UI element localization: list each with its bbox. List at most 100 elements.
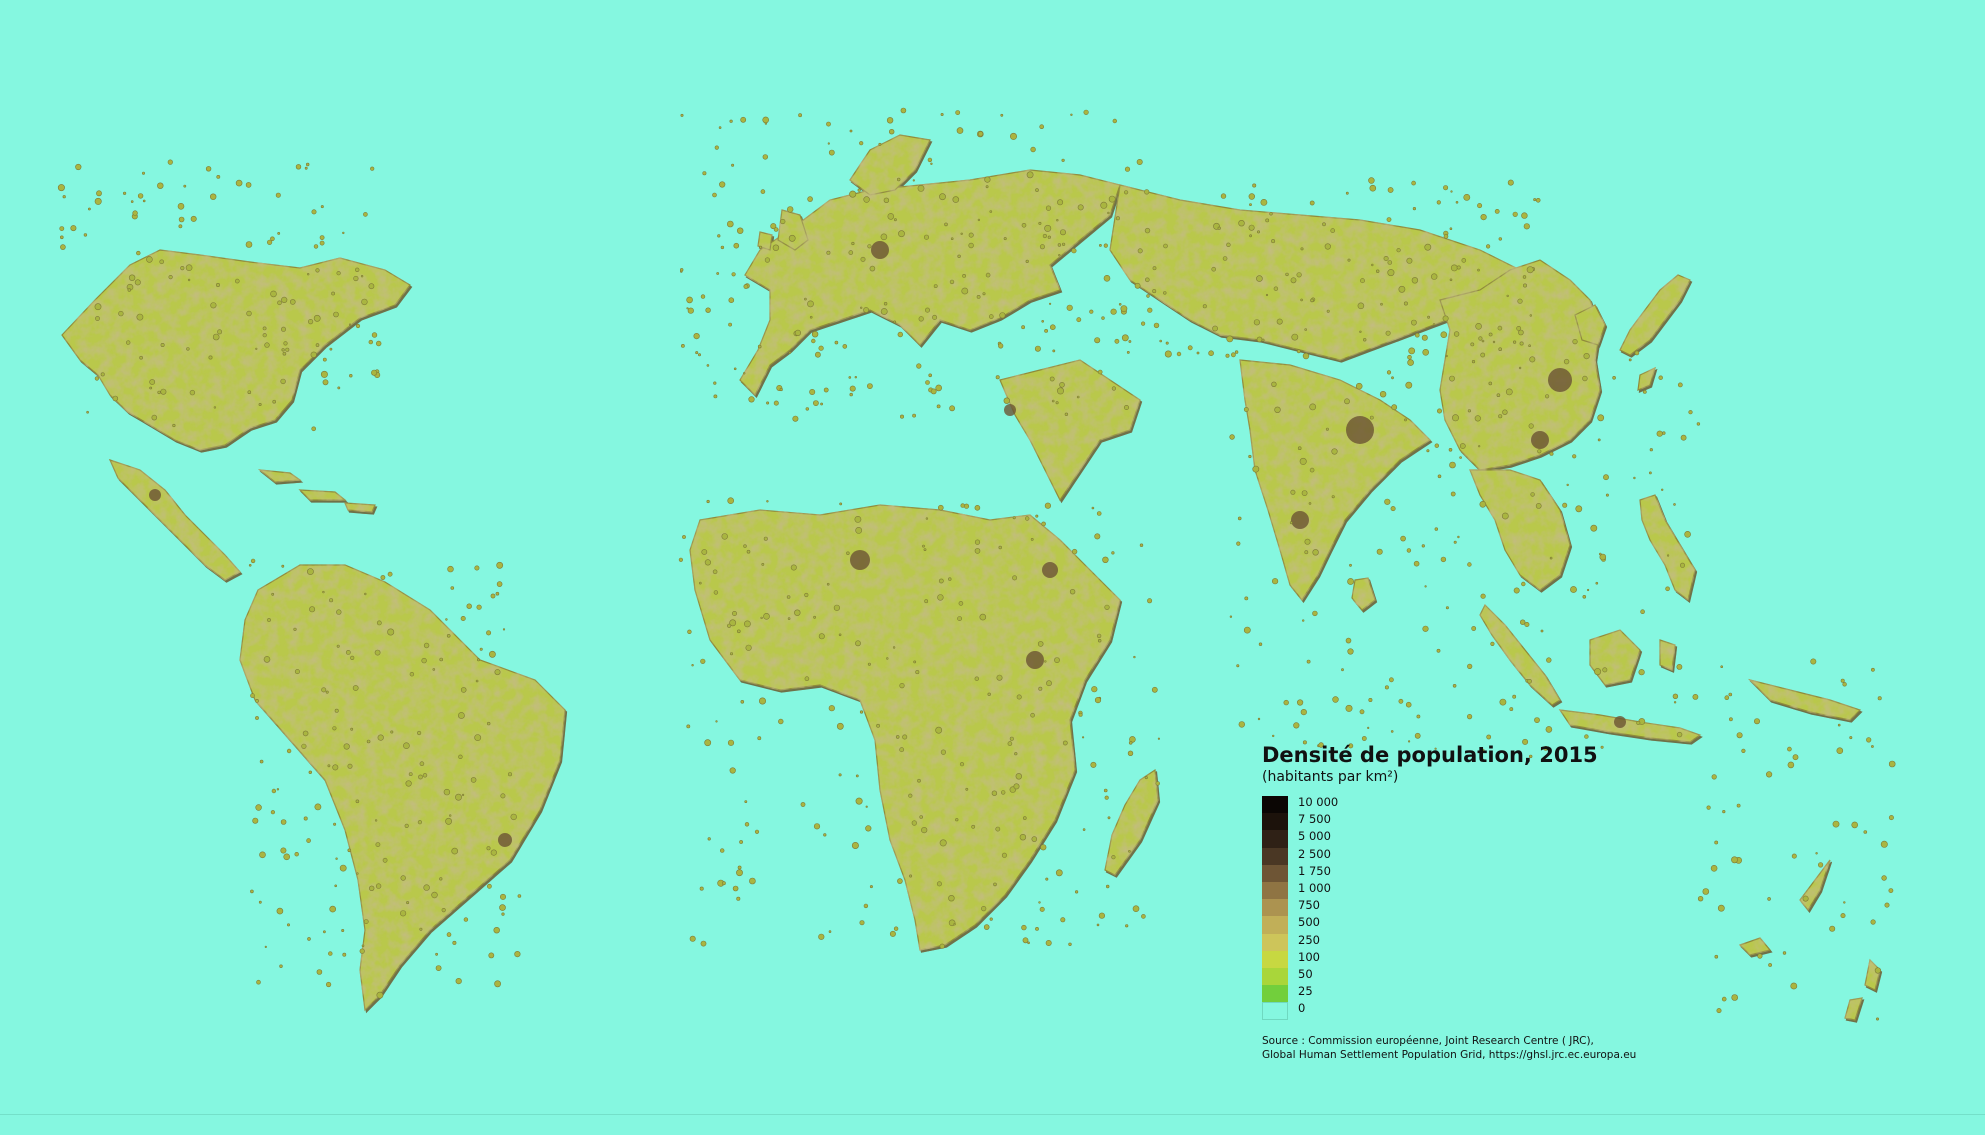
settlement-dot [1257, 230, 1261, 234]
legend-swatch [1262, 796, 1288, 814]
settlement-dot [1731, 856, 1738, 864]
settlement-dot [1290, 489, 1296, 495]
settlement-dot [286, 748, 292, 754]
settlement-dot [876, 723, 881, 728]
settlement-dot [1037, 641, 1044, 647]
settlement-dot [716, 272, 720, 275]
settlement-dot [1134, 282, 1141, 289]
settlement-dot [1050, 324, 1056, 331]
settlement-dot [1512, 211, 1518, 217]
settlement-dot [267, 239, 273, 245]
settlement-dot [1112, 118, 1118, 124]
settlement-dot [846, 551, 850, 555]
settlement-dot [743, 544, 747, 548]
settlement-dot [1467, 409, 1471, 413]
settlement-dot [336, 609, 342, 615]
settlement-dot [281, 348, 285, 352]
settlement-dot [136, 313, 144, 321]
settlement-dot [1052, 349, 1056, 353]
settlement-dot [678, 557, 684, 562]
settlement-dot [316, 969, 323, 975]
settlement-dot [342, 952, 347, 957]
settlement-dot [1387, 187, 1394, 193]
settlement-dot [423, 642, 430, 649]
settlement-dot [985, 185, 989, 189]
settlement-dot [813, 823, 821, 830]
settlement-dot [740, 116, 747, 123]
settlement-dot [939, 839, 947, 847]
settlement-dot [304, 166, 308, 170]
settlement-dot [924, 307, 930, 313]
settlement-dot [1349, 563, 1352, 567]
settlement-dot [246, 310, 252, 317]
settlement-dot [859, 141, 864, 146]
settlement-dot [880, 233, 888, 241]
settlement-dot [1300, 298, 1303, 302]
settlement-dot [1325, 427, 1329, 431]
settlement-dot [1044, 328, 1049, 333]
settlement-dot [1453, 331, 1460, 337]
settlement-dot [345, 650, 351, 655]
settlement-dot [499, 893, 506, 900]
settlement-dot [704, 739, 712, 747]
settlement-dot [1128, 740, 1133, 745]
settlement-dot [826, 582, 830, 586]
settlement-dot [936, 881, 942, 887]
settlement-dot [452, 940, 457, 945]
settlement-dot [1127, 750, 1134, 756]
settlement-dot [1837, 723, 1841, 727]
legend-tick-label: 7 500 [1298, 812, 1331, 827]
settlement-dot [1390, 730, 1394, 733]
settlement-dot [896, 177, 901, 182]
settlement-dot [939, 943, 945, 949]
settlement-dot [732, 885, 739, 892]
settlement-dot [303, 816, 308, 821]
settlement-dot [1440, 556, 1447, 563]
settlement-dot [680, 113, 684, 117]
settlement-dot [59, 226, 65, 231]
settlement-dot [762, 154, 768, 160]
settlement-dot [1572, 454, 1577, 459]
settlement-dot [435, 952, 439, 956]
settlement-dot [721, 533, 728, 540]
settlement-dot [1152, 266, 1157, 271]
settlement-dot [851, 241, 855, 246]
settlement-dot [1673, 701, 1677, 704]
settlement-dot [494, 669, 501, 676]
new-guinea [1748, 678, 1862, 721]
settlement-dot [761, 563, 765, 566]
settlement-dot [766, 401, 770, 405]
settlement-dot [1490, 641, 1495, 647]
settlement-dot [742, 372, 746, 375]
settlement-dot [264, 945, 267, 949]
settlement-dot [965, 787, 969, 791]
settlement-dot [255, 347, 258, 350]
settlement-dot [921, 826, 928, 834]
settlement-dot [757, 344, 762, 349]
settlement-dot [1467, 562, 1472, 567]
settlement-dot [1271, 734, 1275, 738]
settlement-dot [1024, 516, 1030, 521]
settlement-dot [702, 171, 707, 176]
settlement-dot [857, 188, 861, 192]
settlement-dot [1202, 304, 1207, 309]
settlement-dot [1155, 781, 1160, 786]
settlement-dot [1096, 923, 1100, 927]
settlement-dot [1720, 665, 1723, 669]
settlement-dot [955, 818, 959, 822]
settlement-dot [272, 399, 277, 404]
settlement-dot [1383, 255, 1389, 261]
settlement-dot [217, 329, 223, 335]
settlement-dot [1478, 336, 1483, 341]
settlement-dot [1535, 502, 1542, 509]
settlement-dot [488, 952, 495, 959]
settlement-dot [1599, 552, 1602, 556]
settlement-dot [707, 837, 711, 841]
settlement-dot [1471, 360, 1476, 364]
settlement-dot [706, 499, 710, 504]
settlement-dot [729, 767, 736, 774]
settlement-dot [281, 564, 285, 568]
settlement-dot [417, 730, 422, 736]
settlement-dot [736, 896, 741, 901]
